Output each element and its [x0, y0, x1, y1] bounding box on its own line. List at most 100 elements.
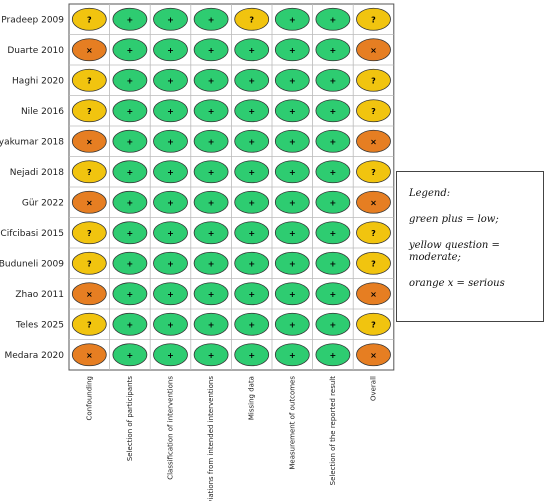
judgement-symbol: + — [248, 168, 255, 177]
judgement-serious-marker — [71, 282, 107, 306]
judgement-symbol: + — [289, 137, 296, 146]
judgement-symbol: + — [167, 76, 174, 85]
judgement-symbol: ? — [371, 15, 376, 24]
judgement-low-marker — [112, 251, 148, 275]
judgement-symbol: + — [127, 229, 134, 238]
judgement-symbol: + — [167, 351, 174, 360]
judgement-symbol: + — [330, 290, 337, 299]
judgement-symbol: + — [208, 198, 215, 207]
judgement-low-marker — [193, 160, 229, 184]
domain-label: Selection of participants — [126, 376, 134, 461]
judgement-low-marker — [193, 312, 229, 336]
judgement-symbol: × — [86, 46, 93, 55]
judgement-low-marker — [112, 190, 148, 214]
judgement-symbol: × — [370, 46, 377, 55]
judgement-symbol: + — [208, 229, 215, 238]
judgement-symbol: + — [289, 15, 296, 24]
judgement-symbol: + — [127, 290, 134, 299]
judgement-symbol: + — [330, 320, 337, 329]
judgement-symbol: × — [86, 198, 93, 207]
judgement-low-marker — [274, 221, 310, 245]
judgement-symbol: + — [248, 107, 255, 116]
judgement-serious-marker — [356, 190, 391, 214]
judgement-symbol: + — [127, 320, 134, 329]
judgement-symbol: + — [330, 229, 337, 238]
judgement-low-marker — [153, 99, 188, 123]
judgement-moderate-marker — [71, 160, 107, 184]
judgement-low-marker — [193, 221, 229, 245]
study-label: Zhao 2011 — [15, 290, 64, 300]
judgement-symbol: + — [330, 46, 337, 55]
judgement-moderate-marker — [71, 251, 107, 275]
judgement-low-marker — [193, 282, 229, 306]
judgement-low-marker — [193, 190, 229, 214]
judgement-low-marker — [234, 99, 270, 123]
judgement-low-marker — [274, 343, 310, 367]
judgement-symbol: × — [86, 351, 93, 360]
judgement-low-marker — [112, 282, 148, 306]
judgement-symbol: + — [208, 76, 215, 85]
judgement-symbol: + — [167, 290, 174, 299]
judgement-moderate-marker — [71, 221, 107, 245]
judgement-symbol: + — [167, 137, 174, 146]
judgement-low-marker — [234, 282, 270, 306]
judgement-moderate-marker — [356, 99, 391, 123]
judgement-symbol: ? — [371, 76, 376, 85]
legend-low: green plus = low; — [409, 214, 499, 225]
judgement-symbol: + — [208, 137, 215, 146]
judgement-moderate-marker — [71, 99, 107, 123]
legend-moderate: yellow question = moderate; — [409, 240, 500, 263]
domain-label: Overall — [370, 376, 378, 401]
judgement-low-marker — [234, 38, 270, 62]
judgement-symbol: + — [289, 76, 296, 85]
study-label: Cifcibasi 2015 — [0, 229, 64, 239]
judgement-symbol: ? — [87, 320, 92, 329]
judgement-low-marker — [315, 221, 351, 245]
judgement-low-marker — [274, 190, 310, 214]
judgement-low-marker — [112, 312, 148, 336]
judgement-low-marker — [193, 251, 229, 275]
judgement-symbol: + — [248, 351, 255, 360]
judgement-low-marker — [112, 129, 148, 153]
judgement-symbol: + — [289, 46, 296, 55]
judgement-symbol: + — [208, 259, 215, 268]
judgement-low-marker — [153, 38, 188, 62]
judgement-symbol: + — [289, 107, 296, 116]
judgement-low-marker — [315, 282, 351, 306]
judgement-symbol: + — [248, 290, 255, 299]
judgement-serious-marker — [356, 38, 391, 62]
domain-label: Classification of interventions — [167, 376, 175, 480]
judgement-symbol: + — [127, 198, 134, 207]
judgement-symbol: + — [167, 320, 174, 329]
judgement-symbol: + — [167, 198, 174, 207]
judgement-symbol: ? — [371, 259, 376, 268]
judgement-low-marker — [193, 343, 229, 367]
judgement-symbol: ? — [371, 107, 376, 116]
judgement-low-marker — [153, 7, 188, 31]
judgement-low-marker — [112, 99, 148, 123]
judgement-symbol: + — [127, 137, 134, 146]
judgement-symbol: + — [127, 76, 134, 85]
judgement-symbol: × — [86, 290, 93, 299]
judgement-low-marker — [315, 160, 351, 184]
study-label: Teles 2025 — [15, 320, 64, 330]
judgement-symbol: + — [289, 290, 296, 299]
judgement-low-marker — [315, 251, 351, 275]
judgement-symbol: + — [289, 168, 296, 177]
judgement-low-marker — [234, 251, 270, 275]
judgement-low-marker — [193, 129, 229, 153]
judgement-low-marker — [112, 7, 148, 31]
judgement-symbol: ? — [87, 259, 92, 268]
judgement-symbol: ? — [249, 15, 254, 24]
study-label: Duarte 2010 — [7, 46, 64, 56]
judgement-low-marker — [234, 190, 270, 214]
judgement-low-marker — [193, 38, 229, 62]
judgement-symbol: + — [289, 351, 296, 360]
judgement-moderate-marker — [356, 221, 391, 245]
judgement-low-marker — [234, 129, 270, 153]
judgement-symbol: + — [208, 351, 215, 360]
judgement-symbol: + — [208, 320, 215, 329]
judgement-symbol: ? — [371, 320, 376, 329]
judgement-symbol: + — [248, 46, 255, 55]
judgement-symbol: ? — [87, 107, 92, 116]
